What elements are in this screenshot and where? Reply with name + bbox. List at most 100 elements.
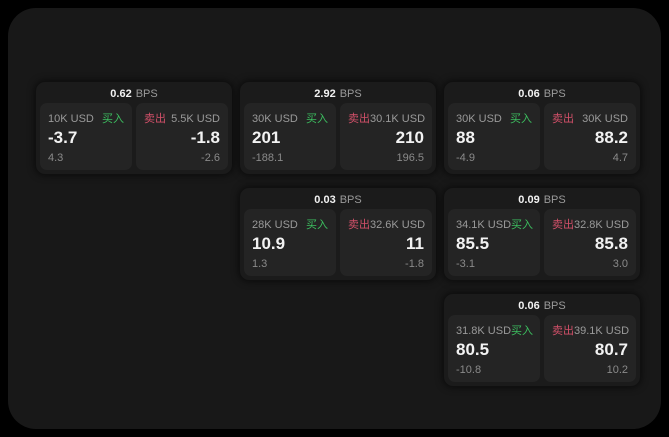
bps-unit-label: BPS — [543, 300, 566, 312]
app-window: 0.62 BPS 10K USD 买入 -3.7 4.3 卖出 5.5K USD … — [8, 8, 661, 429]
buy-panel[interactable]: 30K USD 买入 88 -4.9 — [448, 103, 540, 170]
quote-card: 2.92 BPS 30K USD 买入 201 -188.1 卖出 30.1K U… — [240, 82, 436, 174]
card-header: 0.62 BPS — [40, 86, 228, 103]
bps-value: 0.06 — [518, 88, 540, 100]
buy-panel[interactable]: 10K USD 买入 -3.7 4.3 — [40, 103, 132, 170]
sell-delta: 4.7 — [612, 152, 628, 164]
quote-card: 0.09 BPS 34.1K USD 买入 85.5 -3.1 卖出 32.8K … — [444, 188, 640, 280]
sell-amount: 30K USD — [582, 113, 628, 125]
card-header: 0.06 BPS — [448, 298, 636, 315]
sell-panel[interactable]: 卖出 32.6K USD 11 -1.8 — [340, 209, 432, 276]
sell-panel-top: 卖出 5.5K USD — [144, 110, 220, 126]
quote-panels: 28K USD 买入 10.9 1.3 卖出 32.6K USD 11 -1.8 — [244, 209, 432, 276]
quote-panels: 31.8K USD 买入 80.5 -10.8 卖出 39.1K USD 80.… — [448, 315, 636, 382]
sell-amount: 32.8K USD — [574, 219, 630, 231]
quote-panels: 10K USD 买入 -3.7 4.3 卖出 5.5K USD -1.8 -2.… — [40, 103, 228, 170]
buy-price: 201 — [252, 128, 281, 147]
sell-panel-top: 卖出 39.1K USD — [552, 322, 630, 338]
bps-value: 0.09 — [518, 194, 540, 206]
sell-delta: -1.8 — [405, 258, 424, 270]
buy-amount: 30K USD — [252, 113, 298, 125]
buy-delta: -188.1 — [252, 152, 284, 164]
cards-grid: 0.62 BPS 10K USD 买入 -3.7 4.3 卖出 5.5K USD … — [36, 82, 640, 386]
sell-delta: 196.5 — [396, 152, 424, 164]
buy-delta: -4.9 — [456, 152, 475, 164]
card-header: 0.03 BPS — [244, 192, 432, 209]
quote-card: 0.06 BPS 31.8K USD 买入 80.5 -10.8 卖出 39.1K… — [444, 294, 640, 386]
sell-price: 210 — [395, 128, 424, 147]
buy-side-label: 买入 — [511, 325, 534, 337]
buy-side-label: 买入 — [102, 113, 124, 125]
buy-panel-top: 28K USD 买入 — [252, 216, 328, 232]
bps-unit-label: BPS — [135, 88, 158, 100]
quote-panels: 30K USD 买入 201 -188.1 卖出 30.1K USD 210 1… — [244, 103, 432, 170]
buy-price: 85.5 — [456, 234, 490, 253]
buy-panel[interactable]: 30K USD 买入 201 -188.1 — [244, 103, 336, 170]
buy-side-label: 买入 — [510, 113, 532, 125]
bps-unit-label: BPS — [339, 194, 362, 206]
buy-delta: -3.1 — [456, 258, 475, 270]
sell-side-label: 卖出 — [144, 113, 166, 125]
sell-side-label: 卖出 — [348, 113, 370, 125]
buy-side-label: 买入 — [306, 113, 328, 125]
sell-amount: 39.1K USD — [574, 325, 630, 337]
buy-amount: 31.8K USD — [456, 325, 512, 337]
buy-price: 88 — [456, 128, 475, 147]
buy-amount: 28K USD — [252, 219, 298, 231]
bps-value: 0.06 — [518, 300, 540, 312]
buy-panel-top: 10K USD 买入 — [48, 110, 124, 126]
sell-panel[interactable]: 卖出 30.1K USD 210 196.5 — [340, 103, 432, 170]
buy-panel[interactable]: 31.8K USD 买入 80.5 -10.8 — [448, 315, 540, 382]
buy-delta: -10.8 — [456, 364, 482, 376]
card-header: 0.06 BPS — [448, 86, 636, 103]
sell-amount: 30.1K USD — [370, 113, 426, 125]
buy-price: 10.9 — [252, 234, 286, 253]
sell-amount: 32.6K USD — [370, 219, 426, 231]
quote-panels: 34.1K USD 买入 85.5 -3.1 卖出 32.8K USD 85.8… — [448, 209, 636, 276]
sell-side-label: 卖出 — [552, 113, 574, 125]
sell-price: 80.7 — [594, 340, 628, 359]
bps-unit-label: BPS — [339, 88, 362, 100]
bps-unit-label: BPS — [543, 194, 566, 206]
sell-delta: 10.2 — [606, 364, 628, 376]
card-header: 0.09 BPS — [448, 192, 636, 209]
sell-side-label: 卖出 — [552, 325, 574, 337]
quote-panels: 30K USD 买入 88 -4.9 卖出 30K USD 88.2 4.7 — [448, 103, 636, 170]
buy-panel-top: 31.8K USD 买入 — [456, 322, 534, 338]
buy-amount: 34.1K USD — [456, 219, 512, 231]
sell-delta: -2.6 — [201, 152, 220, 164]
quote-card: 0.62 BPS 10K USD 买入 -3.7 4.3 卖出 5.5K USD … — [36, 82, 232, 174]
buy-delta: 1.3 — [252, 258, 268, 270]
sell-price: 85.8 — [594, 234, 628, 253]
sell-panel[interactable]: 卖出 30K USD 88.2 4.7 — [544, 103, 636, 170]
sell-amount: 5.5K USD — [171, 113, 220, 125]
buy-price: 80.5 — [456, 340, 490, 359]
buy-delta: 4.3 — [48, 152, 64, 164]
buy-panel-top: 30K USD 买入 — [456, 110, 532, 126]
sell-panel-top: 卖出 32.6K USD — [348, 216, 426, 232]
bps-value: 2.92 — [314, 88, 336, 100]
quote-card: 0.06 BPS 30K USD 买入 88 -4.9 卖出 30K USD 88… — [444, 82, 640, 174]
bps-value: 0.62 — [110, 88, 132, 100]
buy-panel-top: 30K USD 买入 — [252, 110, 328, 126]
sell-panel[interactable]: 卖出 5.5K USD -1.8 -2.6 — [136, 103, 228, 170]
sell-panel-top: 卖出 32.8K USD — [552, 216, 630, 232]
buy-panel[interactable]: 28K USD 买入 10.9 1.3 — [244, 209, 336, 276]
sell-price: 88.2 — [594, 128, 628, 147]
buy-price: -3.7 — [48, 128, 78, 147]
buy-side-label: 买入 — [306, 219, 328, 231]
buy-amount: 10K USD — [48, 113, 94, 125]
sell-side-label: 卖出 — [348, 219, 370, 231]
buy-panel-top: 34.1K USD 买入 — [456, 216, 534, 232]
buy-panel[interactable]: 34.1K USD 买入 85.5 -3.1 — [448, 209, 540, 276]
sell-panel[interactable]: 卖出 32.8K USD 85.8 3.0 — [544, 209, 636, 276]
buy-side-label: 买入 — [511, 219, 534, 231]
sell-price: 11 — [406, 234, 424, 253]
sell-delta: 3.0 — [612, 258, 628, 270]
sell-side-label: 卖出 — [552, 219, 574, 231]
sell-price: -1.8 — [190, 128, 220, 147]
bps-unit-label: BPS — [543, 88, 566, 100]
card-header: 2.92 BPS — [244, 86, 432, 103]
sell-panel[interactable]: 卖出 39.1K USD 80.7 10.2 — [544, 315, 636, 382]
sell-panel-top: 卖出 30K USD — [552, 110, 628, 126]
